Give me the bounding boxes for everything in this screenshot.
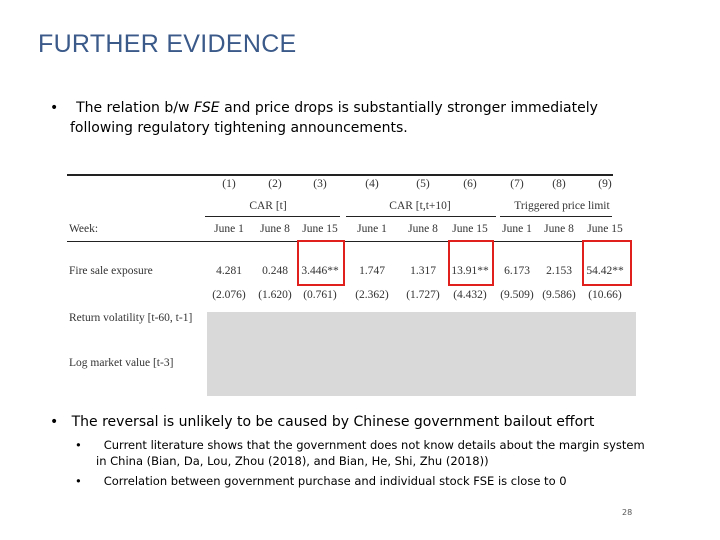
week: June 1 — [502, 223, 532, 235]
week: June 15 — [452, 223, 488, 235]
slide-title: FURTHER EVIDENCE — [38, 30, 297, 58]
row-label: Week: — [69, 223, 99, 235]
cell: (0.761) — [303, 289, 337, 301]
cell: 54.42** — [586, 265, 624, 277]
cell: 1.747 — [359, 265, 385, 277]
cell: 4.281 — [216, 265, 242, 277]
column-number: (6) — [463, 178, 477, 190]
cell: (1.620) — [258, 289, 292, 301]
bullet-text: The relation b/w — [76, 100, 194, 116]
column-number: (7) — [510, 178, 524, 190]
sub-bullet-text: Correlation between government purchase … — [103, 474, 567, 488]
cell: (2.076) — [212, 289, 246, 301]
week: June 1 — [357, 223, 387, 235]
week: June 15 — [587, 223, 623, 235]
table-rule — [67, 241, 627, 242]
week: June 8 — [544, 223, 574, 235]
table-rule — [346, 216, 496, 217]
sub-bullet-text: Current literature shows that the govern… — [96, 438, 645, 468]
cell: (4.432) — [453, 289, 487, 301]
column-number: (4) — [365, 178, 379, 190]
column-group: CAR [t,t+10] — [389, 200, 451, 212]
column-number: (8) — [552, 178, 566, 190]
row-label: Log market value [t-3] — [69, 357, 174, 369]
cell: (1.727) — [406, 289, 440, 301]
column-group: CAR [t] — [249, 200, 287, 212]
bullet-text: and price drops is substantially stronge… — [70, 100, 598, 136]
highlight-box — [582, 240, 632, 286]
row-label: Return volatility [t-60, t-1] — [69, 312, 193, 324]
cell: 13.91** — [451, 265, 489, 277]
sub-bullet: • Correlation between government purchas… — [75, 474, 567, 488]
column-number: (1) — [222, 178, 236, 190]
week: June 15 — [302, 223, 338, 235]
bullet: • The reversal is unlikely to be caused … — [50, 414, 595, 430]
cell: 3.446** — [301, 265, 339, 277]
cell: (9.586) — [542, 289, 576, 301]
week: June 8 — [260, 223, 290, 235]
cell: (9.509) — [500, 289, 534, 301]
column-number: (2) — [268, 178, 282, 190]
column-number: (3) — [313, 178, 327, 190]
table-rule — [500, 216, 612, 217]
highlight-box — [448, 240, 494, 286]
cell: 2.153 — [546, 265, 572, 277]
table-rule — [67, 174, 613, 176]
week: June 1 — [214, 223, 244, 235]
bullet: • The relation b/w FSE and price drops i… — [50, 100, 598, 136]
table-rule — [205, 216, 340, 217]
row-label: Fire sale exposure — [69, 265, 153, 277]
cell: 0.248 — [262, 265, 288, 277]
cell: (2.362) — [355, 289, 389, 301]
cell: 1.317 — [410, 265, 436, 277]
masked-area — [207, 312, 636, 396]
cell: (10.66) — [588, 289, 622, 301]
page-number: 28 — [622, 508, 633, 517]
bullet-text: The reversal is unlikely to be caused by… — [71, 414, 595, 430]
sub-bullet: • Current literature shows that the gove… — [75, 438, 645, 468]
week: June 8 — [408, 223, 438, 235]
emphasis: FSE — [193, 100, 220, 116]
cell: 6.173 — [504, 265, 530, 277]
column-number: (9) — [598, 178, 612, 190]
column-number: (5) — [416, 178, 430, 190]
highlight-box — [297, 240, 345, 286]
column-group: Triggered price limit — [514, 200, 610, 212]
